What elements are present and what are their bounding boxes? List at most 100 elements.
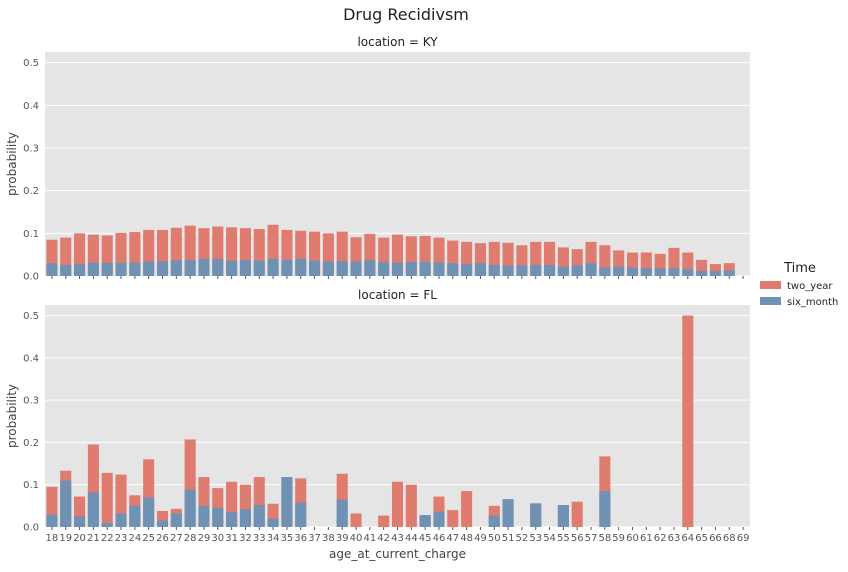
- y-tick-label: 0.5: [23, 311, 39, 322]
- x-tick-label: 59: [612, 533, 625, 544]
- y-tick-label: 0.1: [23, 229, 39, 240]
- x-tick-label: 19: [59, 533, 72, 544]
- bar-six-month: [350, 261, 362, 276]
- bar-six-month: [143, 497, 155, 527]
- bar-six-month: [723, 270, 735, 276]
- y-tick-label: 0.4: [23, 101, 39, 112]
- y-tick-label: 0.0: [23, 523, 39, 534]
- bar-six-month: [322, 261, 334, 276]
- x-tick-label: 45: [419, 533, 432, 544]
- bar-two-year: [309, 231, 321, 276]
- bar-two-year: [696, 259, 708, 276]
- bar-six-month: [599, 491, 611, 527]
- bar-six-month: [198, 505, 210, 527]
- x-tick-label: 55: [557, 533, 570, 544]
- bar-two-year: [267, 503, 279, 527]
- legend: Time two_year six_month: [760, 261, 838, 308]
- bar-six-month: [143, 261, 155, 276]
- bar-two-year: [129, 232, 141, 276]
- bar-two-year: [668, 247, 680, 276]
- bar-six-month: [599, 267, 611, 276]
- x-tick-label: 23: [115, 533, 128, 544]
- bar-six-month: [115, 513, 127, 527]
- y-axis-label: probability: [5, 132, 19, 196]
- bar-two-year: [226, 227, 238, 276]
- legend-title: Time: [783, 261, 816, 276]
- bar-six-month: [239, 509, 251, 527]
- bar-six-month: [281, 477, 293, 527]
- bar-two-year: [682, 252, 694, 276]
- bar-six-month: [336, 499, 348, 527]
- bar-two-year: [226, 481, 238, 527]
- bar-two-year: [447, 510, 459, 527]
- bar-six-month: [295, 502, 307, 527]
- bar-two-year: [419, 235, 431, 276]
- bar-two-year: [281, 229, 293, 276]
- bar-six-month: [419, 515, 431, 527]
- bar-six-month: [502, 265, 514, 276]
- bar-two-year: [212, 488, 224, 527]
- bar-two-year: [60, 237, 72, 276]
- bar-two-year: [447, 240, 459, 276]
- x-tick-label: 64: [681, 533, 694, 544]
- bar-two-year: [253, 477, 265, 527]
- bar-six-month: [87, 492, 99, 527]
- bar-six-month: [668, 268, 680, 276]
- bar-six-month: [502, 499, 514, 527]
- bar-two-year: [557, 247, 569, 276]
- bar-two-year: [101, 235, 113, 276]
- bar-two-year: [87, 234, 99, 276]
- bar-two-year: [378, 515, 390, 527]
- bar-two-year: [502, 242, 514, 276]
- x-tick-label: 52: [516, 533, 529, 544]
- bar-six-month: [226, 511, 238, 527]
- bar-two-year: [364, 233, 376, 276]
- y-tick-label: 0.4: [23, 353, 39, 364]
- bar-six-month: [378, 261, 390, 276]
- bar-six-month: [696, 270, 708, 276]
- y-tick-label: 0.1: [23, 480, 39, 491]
- bar-two-year: [156, 510, 169, 527]
- bar-two-year: [115, 474, 127, 527]
- x-tick-label: 34: [267, 533, 280, 544]
- bar-six-month: [156, 261, 169, 276]
- x-tick-label: 35: [281, 533, 294, 544]
- bar-two-year: [115, 232, 127, 276]
- bar-six-month: [267, 258, 279, 276]
- legend-label-six-month: six_month: [787, 297, 838, 308]
- panel-ky: 0.0 0.1 0.2 0.3 0.4 0.5 location = KY probabili…: [5, 35, 750, 283]
- x-tick-label: 29: [198, 533, 211, 544]
- x-tick-label: 44: [405, 533, 418, 544]
- x-tick-label: 69: [737, 533, 750, 544]
- bar-six-month: [295, 258, 307, 276]
- bar-two-year: [378, 237, 390, 276]
- bar-two-year: [143, 459, 155, 527]
- bar-two-year: [350, 513, 362, 527]
- x-tick-label: 43: [391, 533, 404, 544]
- bar-six-month: [60, 264, 72, 276]
- x-tick-label: 28: [184, 533, 197, 544]
- bar-two-year: [391, 481, 404, 527]
- x-tick-label: 26: [156, 533, 169, 544]
- panel-fl: 0.0 0.1 0.2 0.3 0.4 0.5 location = FL probabili…: [5, 288, 750, 561]
- bar-six-month: [212, 258, 224, 276]
- bar-two-year: [709, 264, 721, 276]
- bar-six-month: [530, 264, 542, 276]
- bar-six-month: [129, 505, 141, 527]
- legend-swatch-six-month: [760, 297, 781, 305]
- y-tick-label: 0.3: [23, 144, 39, 155]
- x-tick-label: 58: [598, 533, 611, 544]
- x-tick-label: 38: [322, 533, 335, 544]
- bar-six-month: [516, 265, 528, 276]
- bar-two-year: [46, 239, 58, 276]
- x-tick-label: 22: [101, 533, 114, 544]
- bar-two-year: [585, 241, 597, 276]
- bar-two-year: [350, 237, 362, 276]
- x-tick-label: 47: [446, 533, 459, 544]
- x-tick-label: 37: [308, 533, 321, 544]
- bar-six-month: [654, 268, 666, 276]
- bar-two-year: [433, 237, 445, 276]
- bar-two-year: [461, 491, 473, 527]
- x-tick-label: 36: [294, 533, 307, 544]
- bar-six-month: [488, 264, 500, 276]
